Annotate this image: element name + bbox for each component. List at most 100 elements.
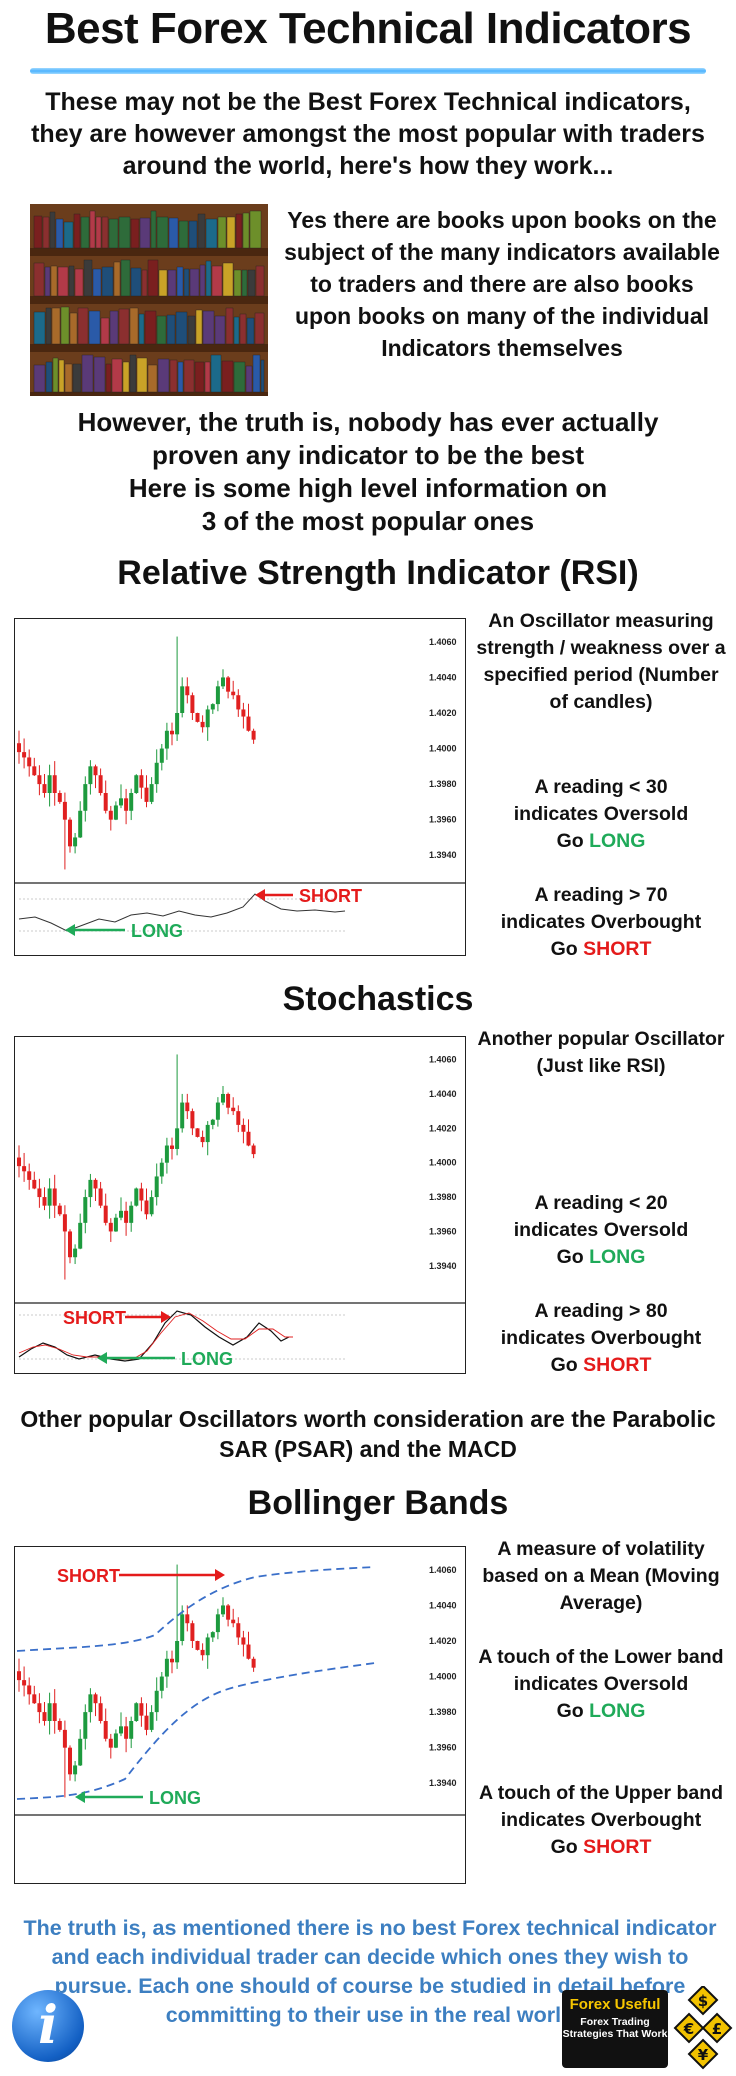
candle-body xyxy=(78,1738,83,1766)
book-spine xyxy=(100,317,110,345)
candle-body xyxy=(251,1658,256,1668)
other-oscillators-text: Other popular Oscillators worth consider… xyxy=(20,1406,716,1462)
book-spine xyxy=(158,269,168,297)
candle-body xyxy=(241,1124,246,1132)
candle-body xyxy=(68,1231,72,1258)
short-arrow-label: SHORT xyxy=(299,886,362,906)
book-spine xyxy=(167,269,177,297)
candle-body xyxy=(113,1733,118,1748)
long-arrow-head xyxy=(65,924,75,936)
candle-body xyxy=(22,1166,27,1172)
candle-body xyxy=(42,1712,47,1721)
book-spine xyxy=(166,314,176,345)
candle-body xyxy=(205,709,210,728)
candle-body xyxy=(108,1222,113,1232)
shelf-board xyxy=(30,248,268,256)
book-spine xyxy=(195,309,203,345)
candle-body xyxy=(210,704,215,710)
price-axis-label: 1.4020 xyxy=(429,1123,457,1133)
book-spine xyxy=(225,307,234,345)
currency-diamond xyxy=(687,2038,719,2070)
rsi-oversold-note: A reading < 30 indicates Oversold Go LON… xyxy=(476,774,726,855)
candle-body xyxy=(246,1644,251,1659)
candle-body xyxy=(103,1205,108,1223)
book-spine xyxy=(239,313,247,345)
short-arrow-label: SHORT xyxy=(63,1308,126,1328)
candle-body xyxy=(83,1197,88,1223)
book-spine xyxy=(188,220,198,249)
candle-body xyxy=(134,1188,139,1206)
book-spine xyxy=(50,265,58,297)
price-axis-label: 1.4040 xyxy=(429,1089,457,1099)
candles-group xyxy=(17,636,256,870)
candle-body xyxy=(231,691,236,696)
candle-body xyxy=(205,1637,210,1656)
price-axis-label: 1.4040 xyxy=(429,672,457,682)
price-axis-label: 1.3960 xyxy=(429,1226,457,1236)
book-spine xyxy=(210,354,222,393)
short-arrow-head xyxy=(215,1569,225,1581)
price-axis-label: 1.4060 xyxy=(429,1055,457,1065)
candle-body xyxy=(57,1205,62,1215)
book-spine xyxy=(101,266,114,297)
candle-body xyxy=(113,1217,118,1232)
book-spine xyxy=(214,315,226,345)
price-axis-label: 1.4020 xyxy=(429,1636,457,1646)
book-spine xyxy=(141,269,148,297)
currency-symbol: € xyxy=(683,2020,694,2038)
candle-body xyxy=(17,743,21,753)
candle-body xyxy=(113,805,118,820)
candle-body xyxy=(108,810,113,820)
candle-body xyxy=(226,677,231,692)
candle-body xyxy=(170,1658,174,1663)
however-text: However, the truth is, nobody has ever a… xyxy=(20,406,716,538)
price-axis-label: 1.4060 xyxy=(429,637,457,647)
price-axis-label: 1.3960 xyxy=(429,1743,457,1753)
price-axis-label: 1.4000 xyxy=(429,1158,457,1168)
book-spine xyxy=(233,269,242,297)
stoch-go-short: Go SHORT xyxy=(550,1354,652,1376)
book-spine xyxy=(138,313,145,345)
candle-body xyxy=(73,1765,78,1775)
book-spine xyxy=(147,364,158,393)
book-spine xyxy=(44,266,51,297)
candle-body xyxy=(119,1210,123,1218)
book-spine xyxy=(199,264,206,297)
stochastics-oversold-note: A reading < 20 indicates Oversold Go LON… xyxy=(476,1190,726,1271)
book-spine xyxy=(52,357,59,393)
candle-body xyxy=(221,1093,225,1103)
book-spine xyxy=(45,361,53,393)
candle-body xyxy=(103,793,108,811)
candles-group xyxy=(17,1054,256,1280)
boll-oversold: indicates Oversold xyxy=(513,1673,689,1695)
book-spine xyxy=(33,215,43,249)
candle-body xyxy=(149,784,154,802)
book-spine xyxy=(130,267,142,297)
currency-symbol: $ xyxy=(698,1992,708,2010)
rsi-heading: Relative Strength Indicator (RSI) xyxy=(117,554,639,592)
candle-body xyxy=(215,686,220,705)
candle-body xyxy=(170,730,174,735)
books-text: Yes there are books upon books on the su… xyxy=(284,207,720,361)
bollinger-lower-note: A touch of the Lower band indicates Over… xyxy=(476,1644,726,1725)
book-spine xyxy=(226,216,236,249)
rsi-chart-svg: 1.4060 1.4040 1.4020 1.4000 1.3980 1.3960 1.39… xyxy=(15,636,465,941)
candle-body xyxy=(175,713,180,735)
book-spine xyxy=(217,216,227,249)
candle-body xyxy=(103,1721,108,1739)
book-spine xyxy=(80,216,90,249)
book-spine xyxy=(72,363,82,393)
candle-body xyxy=(83,1712,88,1739)
candle-body xyxy=(124,1726,129,1739)
candle-body xyxy=(231,1107,236,1112)
candle-body xyxy=(27,757,32,767)
candle-body xyxy=(210,1632,215,1638)
candles-group xyxy=(17,1564,256,1798)
book-spine xyxy=(168,217,179,249)
candle-body xyxy=(98,1703,103,1721)
candle-body xyxy=(144,1200,149,1215)
book-spine xyxy=(202,310,215,345)
candle-body xyxy=(57,1721,62,1730)
forex-useful-logo: Forex Useful Forex Trading Strategies Th… xyxy=(562,1990,668,2068)
candle-body xyxy=(47,1703,52,1721)
